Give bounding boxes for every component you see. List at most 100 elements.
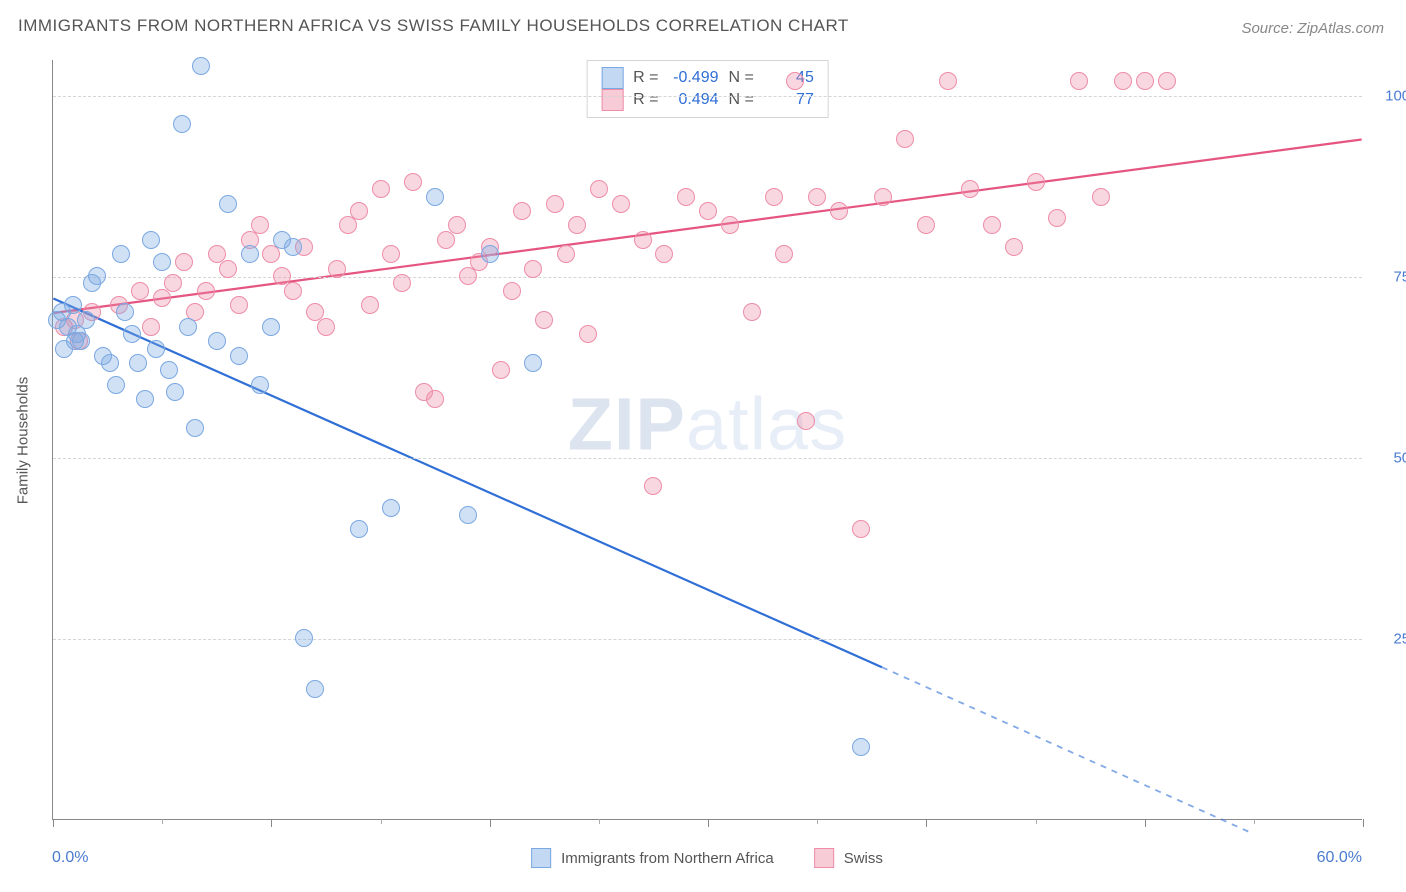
x-tick-minor	[817, 819, 818, 824]
gridline	[53, 639, 1362, 640]
data-point	[186, 419, 204, 437]
data-point	[147, 340, 165, 358]
x-tick	[926, 819, 927, 827]
legend-label: Immigrants from Northern Africa	[561, 850, 774, 867]
x-tick	[490, 819, 491, 827]
data-point	[77, 311, 95, 329]
data-point	[164, 274, 182, 292]
data-point	[219, 260, 237, 278]
data-point	[481, 245, 499, 263]
data-point	[142, 231, 160, 249]
x-tick-minor	[1036, 819, 1037, 824]
x-tick-minor	[162, 819, 163, 824]
data-point	[961, 180, 979, 198]
data-point	[448, 216, 466, 234]
data-point	[852, 520, 870, 538]
data-point	[112, 245, 130, 263]
x-axis-footer: 0.0% Immigrants from Northern AfricaSwis…	[52, 838, 1362, 878]
trend-lines-layer	[53, 60, 1362, 819]
gridline	[53, 458, 1362, 459]
watermark-rest: atlas	[686, 383, 847, 466]
legend-label: Swiss	[844, 850, 883, 867]
data-point	[404, 173, 422, 191]
data-point	[129, 354, 147, 372]
data-point	[160, 361, 178, 379]
source-attribution: Source: ZipAtlas.com	[1241, 20, 1384, 37]
data-point	[116, 303, 134, 321]
data-point	[939, 72, 957, 90]
data-point	[153, 253, 171, 271]
data-point	[175, 253, 193, 271]
data-point	[382, 245, 400, 263]
data-point	[179, 318, 197, 336]
data-point	[775, 245, 793, 263]
stat-row: R = -0.499 N = 45	[601, 67, 814, 89]
y-tick-label: 100.0%	[1376, 88, 1406, 105]
data-point	[166, 383, 184, 401]
chart-title: IMMIGRANTS FROM NORTHERN AFRICA VS SWISS…	[18, 16, 849, 36]
data-point	[192, 57, 210, 75]
data-point	[350, 520, 368, 538]
data-point	[896, 130, 914, 148]
data-point	[765, 188, 783, 206]
y-axis-label-wrap: Family Households	[8, 60, 38, 820]
data-point	[230, 296, 248, 314]
scatter-chart: ZIPatlas R = -0.499 N = 45 R = 0.494 N =…	[52, 60, 1362, 820]
data-point	[64, 296, 82, 314]
data-point	[524, 260, 542, 278]
data-point	[524, 354, 542, 372]
data-point	[677, 188, 695, 206]
data-point	[568, 216, 586, 234]
data-point	[612, 195, 630, 213]
data-point	[699, 202, 717, 220]
data-point	[393, 274, 411, 292]
data-point	[208, 332, 226, 350]
data-point	[328, 260, 346, 278]
data-point	[219, 195, 237, 213]
data-point	[251, 376, 269, 394]
x-axis-max-label: 60.0%	[1317, 849, 1362, 867]
data-point	[1158, 72, 1176, 90]
data-point	[251, 216, 269, 234]
data-point	[361, 296, 379, 314]
x-tick	[708, 819, 709, 827]
data-point	[786, 72, 804, 90]
stat-n-value: 77	[764, 91, 814, 109]
data-point	[590, 180, 608, 198]
x-tick	[271, 819, 272, 827]
stat-r-value: 0.494	[669, 91, 719, 109]
data-point	[88, 267, 106, 285]
data-point	[142, 318, 160, 336]
gridline	[53, 96, 1362, 97]
x-tick-minor	[599, 819, 600, 824]
stat-row: R = 0.494 N = 77	[601, 89, 814, 111]
data-point	[852, 738, 870, 756]
data-point	[546, 195, 564, 213]
legend-item: Immigrants from Northern Africa	[531, 848, 774, 868]
legend-swatch	[531, 848, 551, 868]
data-point	[107, 376, 125, 394]
y-tick-label: 25.0%	[1376, 631, 1406, 648]
data-point	[513, 202, 531, 220]
data-point	[372, 180, 390, 198]
legend-item: Swiss	[814, 848, 883, 868]
stat-swatch	[601, 67, 623, 89]
data-point	[295, 629, 313, 647]
data-point	[101, 354, 119, 372]
stat-n-label: N =	[729, 91, 754, 109]
data-point	[426, 390, 444, 408]
data-point	[1048, 209, 1066, 227]
legend-swatch	[814, 848, 834, 868]
trend-line	[53, 140, 1361, 313]
x-tick-minor	[1254, 819, 1255, 824]
legend: Immigrants from Northern Africa Swiss	[531, 848, 883, 868]
data-point	[579, 325, 597, 343]
x-tick-minor	[381, 819, 382, 824]
watermark-bold: ZIP	[568, 383, 686, 466]
data-point	[66, 332, 84, 350]
data-point	[503, 282, 521, 300]
data-point	[1070, 72, 1088, 90]
data-point	[262, 318, 280, 336]
data-point	[644, 477, 662, 495]
trend-line	[882, 667, 1253, 833]
